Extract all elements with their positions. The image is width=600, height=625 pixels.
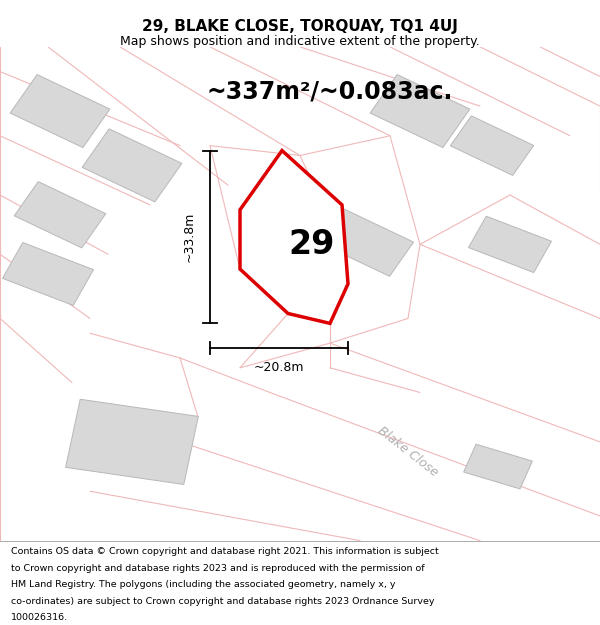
Polygon shape	[2, 242, 94, 306]
Text: co-ordinates) are subject to Crown copyright and database rights 2023 Ordnance S: co-ordinates) are subject to Crown copyr…	[11, 597, 434, 606]
Text: Map shows position and indicative extent of the property.: Map shows position and indicative extent…	[120, 35, 480, 48]
Text: 29: 29	[289, 228, 335, 261]
Text: 100026316.: 100026316.	[11, 613, 68, 622]
Text: Blake Close: Blake Close	[375, 424, 441, 479]
Polygon shape	[464, 444, 532, 489]
Text: Contains OS data © Crown copyright and database right 2021. This information is : Contains OS data © Crown copyright and d…	[11, 548, 439, 556]
Polygon shape	[469, 216, 551, 272]
Polygon shape	[14, 182, 106, 248]
Text: ~337m²/~0.083ac.: ~337m²/~0.083ac.	[207, 79, 453, 103]
Polygon shape	[10, 74, 110, 148]
Text: ~20.8m: ~20.8m	[254, 361, 304, 374]
Polygon shape	[370, 74, 470, 148]
Polygon shape	[65, 399, 199, 484]
Polygon shape	[451, 116, 533, 176]
Polygon shape	[307, 202, 413, 276]
Polygon shape	[82, 129, 182, 202]
Text: HM Land Registry. The polygons (including the associated geometry, namely x, y: HM Land Registry. The polygons (includin…	[11, 580, 395, 589]
Text: to Crown copyright and database rights 2023 and is reproduced with the permissio: to Crown copyright and database rights 2…	[11, 564, 424, 573]
Text: ~33.8m: ~33.8m	[182, 212, 196, 262]
Text: 29, BLAKE CLOSE, TORQUAY, TQ1 4UJ: 29, BLAKE CLOSE, TORQUAY, TQ1 4UJ	[142, 19, 458, 34]
Polygon shape	[240, 151, 348, 323]
